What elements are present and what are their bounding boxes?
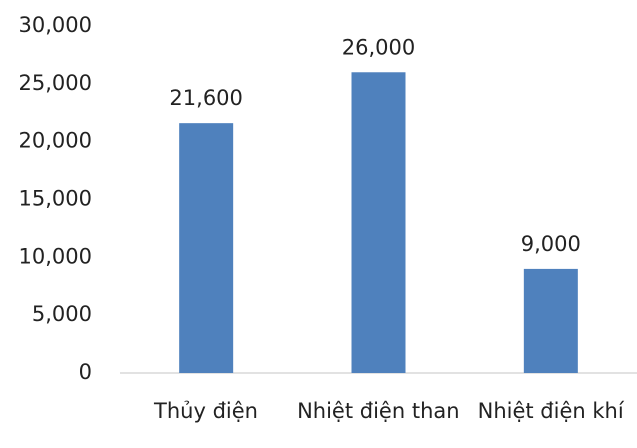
y-tick-label: 30,000 [19,13,92,37]
bar [179,123,234,373]
y-tick-label: 5,000 [32,302,92,326]
x-tick-label: Nhiệt điện than [297,399,460,423]
y-tick-label: 25,000 [19,71,92,95]
x-tick-label: Thủy điện [154,399,258,423]
y-tick-label: 15,000 [19,187,92,211]
bar [351,72,406,374]
y-tick-label: 10,000 [19,244,92,268]
value-label: 26,000 [342,35,415,59]
value-label: 9,000 [521,232,581,256]
y-tick-label: 20,000 [19,129,92,153]
bar [523,268,578,373]
value-label: 21,600 [169,86,242,110]
x-tick-label: Nhiệt điện khí [477,399,624,423]
y-tick-label: 0 [79,360,92,384]
